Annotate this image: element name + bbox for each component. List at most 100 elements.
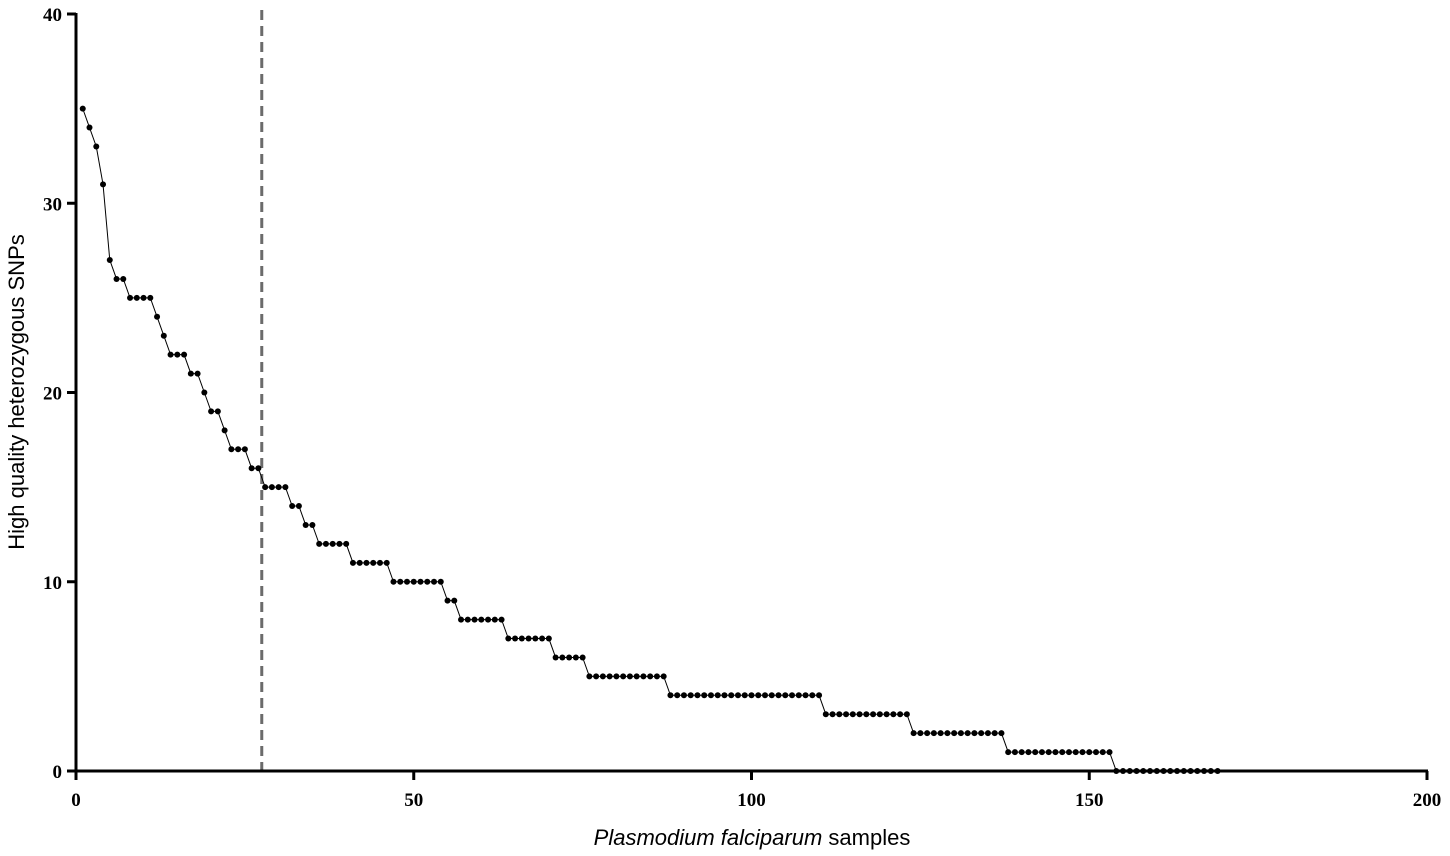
data-point [1038,749,1045,756]
data-point [971,730,978,737]
data-point [903,711,910,718]
x-tick-label: 200 [1413,790,1442,811]
data-point [816,692,823,699]
data-point [951,730,958,737]
x-axis-title: Plasmodium falciparum samples [594,825,911,850]
data-point [566,654,573,661]
data-point [924,730,931,737]
data-point [444,597,451,604]
data-point [208,408,215,415]
x-axis-title-rest: samples [822,825,910,850]
data-point [349,559,356,566]
data-point [829,711,836,718]
data-point [518,635,525,642]
data-point [100,181,107,188]
data-point [998,730,1005,737]
data-point [734,692,741,699]
data-point [775,692,782,699]
data-point [1072,749,1079,756]
data-point [822,711,829,718]
data-point [748,692,755,699]
data-point [424,578,431,585]
data-point [86,124,93,131]
data-point [890,711,897,718]
data-point [295,503,302,510]
data-point [275,484,282,491]
data-point [930,730,937,737]
data-point [282,484,289,491]
data-point [316,540,323,547]
data-point [1025,749,1032,756]
data-point [1099,749,1106,756]
data-point [809,692,816,699]
data-point [147,294,154,301]
data-point [586,673,593,680]
data-point [262,484,269,491]
y-tick-label: 20 [43,384,62,405]
data-point [1059,749,1066,756]
data-point [532,635,539,642]
data-point [836,711,843,718]
data-point [1032,749,1039,756]
data-point [917,730,924,737]
data-point [1018,749,1025,756]
x-tick-label: 0 [71,790,81,811]
data-point [174,351,181,358]
data-point [201,389,208,396]
data-point [843,711,850,718]
data-point [701,692,708,699]
data-point [849,711,856,718]
data-point [1079,749,1086,756]
data-point [512,635,519,642]
data-point [721,692,728,699]
data-point [221,427,228,434]
data-point [329,540,336,547]
data-point [525,635,532,642]
data-point [309,521,316,528]
data-point [552,654,559,661]
data-point [593,673,600,680]
data-point [214,408,221,415]
data-point [937,730,944,737]
data-point [255,465,262,472]
data-point [383,559,390,566]
data-point [795,692,802,699]
data-point [498,616,505,623]
x-axis-title-italic: Plasmodium falciparum [594,825,823,850]
y-tick-label: 30 [43,194,62,215]
data-point [235,446,242,453]
data-point [79,105,86,112]
data-point [93,143,100,150]
data-point [187,370,194,377]
data-point [1005,749,1012,756]
y-tick-label: 0 [53,762,63,783]
data-point [647,673,654,680]
data-point [241,446,248,453]
data-point [653,673,660,680]
data-point [322,540,329,547]
data-point [572,654,579,661]
data-point [694,692,701,699]
data-point [363,559,370,566]
data-point [545,635,552,642]
data-point [268,484,275,491]
data-point [620,673,627,680]
data-point [876,711,883,718]
data-point [957,730,964,737]
data-point [1052,749,1059,756]
data-point [782,692,789,699]
data-point [768,692,775,699]
data-point [579,654,586,661]
data-point [120,275,127,282]
y-axis-title: High quality heterozygous SNPs [4,234,29,550]
data-point [667,692,674,699]
data-point [870,711,877,718]
data-point [505,635,512,642]
data-point [133,294,140,301]
data-point [1086,749,1093,756]
data-point [883,711,890,718]
data-point [944,730,951,737]
data-point [397,578,404,585]
data-point [978,730,985,737]
